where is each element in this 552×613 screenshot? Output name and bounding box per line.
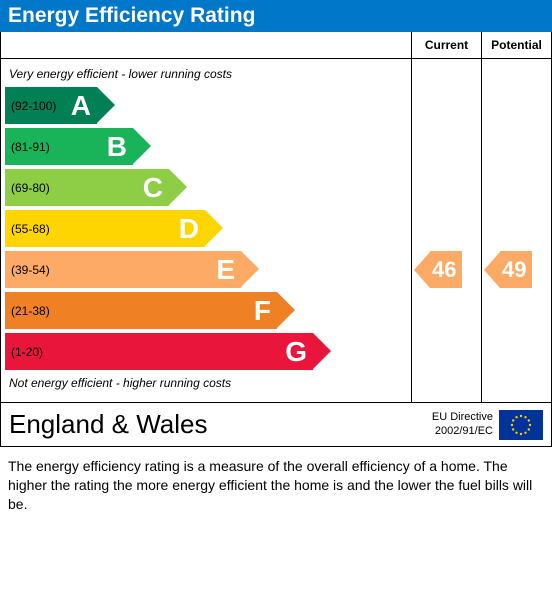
band-row-f: (21-38) F (5, 292, 411, 329)
description-text: The energy efficiency rating is a measur… (0, 447, 552, 524)
band-letter-g: G (285, 336, 307, 368)
band-row-a: (92-100) A (5, 87, 411, 124)
potential-rating-arrow: 49 (484, 251, 532, 288)
band-bar-c: (69-80) C (5, 169, 169, 206)
band-bar-g: (1-20) G (5, 333, 313, 370)
current-column: 46 (411, 59, 481, 402)
band-letter-b: B (107, 131, 127, 163)
top-note: Very energy efficient - lower running co… (5, 65, 411, 87)
directive-label: EU Directive 2002/91/EC (432, 411, 493, 437)
band-range-d: (55-68) (5, 222, 50, 236)
band-range-b: (81-91) (5, 140, 50, 154)
rating-grid: Current Potential Very energy efficient … (0, 32, 552, 447)
band-bar-e: (39-54) E (5, 251, 241, 288)
current-rating-arrow: 46 (414, 251, 462, 288)
potential-rating-arrow-value: 49 (500, 251, 532, 288)
header-row: Current Potential (1, 32, 551, 59)
band-letter-f: F (254, 295, 271, 327)
band-range-g: (1-20) (5, 345, 43, 359)
band-row-e: (39-54) E (5, 251, 411, 288)
band-letter-d: D (179, 213, 199, 245)
band-letter-e: E (216, 254, 235, 286)
band-row-c: (69-80) C (5, 169, 411, 206)
title-bar: Energy Efficiency Rating (0, 0, 552, 32)
band-bar-d: (55-68) D (5, 210, 205, 247)
band-letter-a: A (71, 90, 91, 122)
bars-area: Very energy efficient - lower running co… (1, 59, 411, 402)
band-range-c: (69-80) (5, 181, 50, 195)
band-bar-a: (92-100) A (5, 87, 97, 124)
band-range-a: (92-100) (5, 99, 56, 113)
band-row-d: (55-68) D (5, 210, 411, 247)
band-row-b: (81-91) B (5, 128, 411, 165)
directive-line2: 2002/91/EC (432, 425, 493, 438)
band-range-e: (39-54) (5, 263, 50, 277)
band-letter-c: C (143, 172, 163, 204)
bottom-note: Not energy efficient - higher running co… (5, 374, 411, 396)
title-text: Energy Efficiency Rating (8, 4, 255, 27)
eu-flag-icon (499, 410, 543, 440)
current-rating-arrow-value: 46 (430, 251, 462, 288)
band-row-g: (1-20) G (5, 333, 411, 370)
region-label: England & Wales (9, 409, 432, 440)
band-bar-b: (81-91) B (5, 128, 133, 165)
potential-column: 49 (481, 59, 551, 402)
directive-line1: EU Directive (432, 411, 493, 424)
band-range-f: (21-38) (5, 304, 50, 318)
column-current-header: Current (411, 32, 481, 58)
footer-row: England & Wales EU Directive 2002/91/EC (1, 402, 551, 446)
content-row: Very energy efficient - lower running co… (1, 59, 551, 402)
column-potential-header: Potential (481, 32, 551, 58)
band-bar-f: (21-38) F (5, 292, 277, 329)
